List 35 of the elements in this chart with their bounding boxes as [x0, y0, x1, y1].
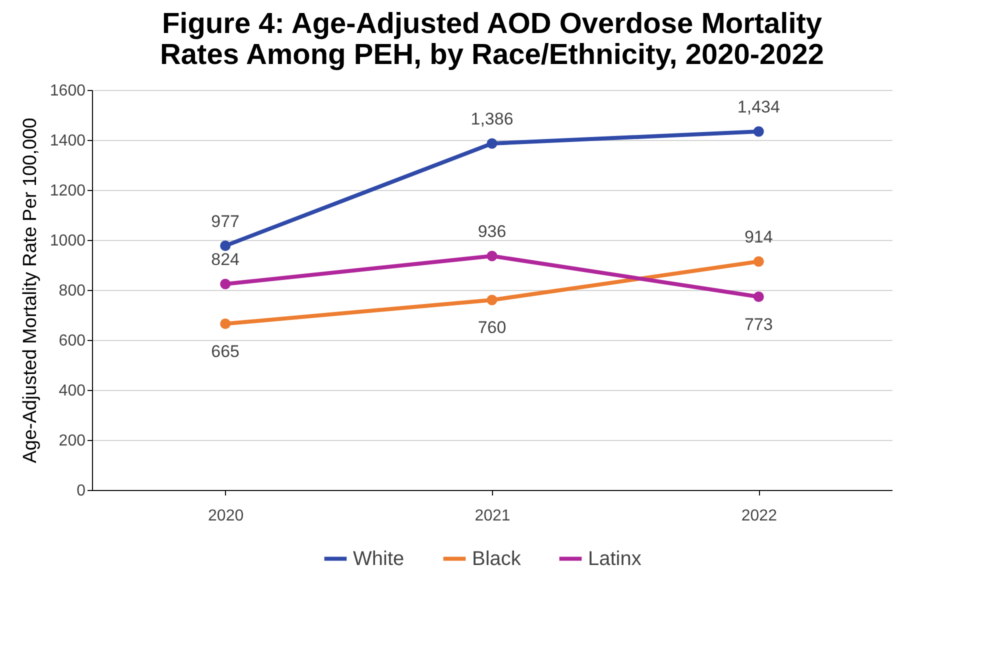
- legend-label: Black: [472, 548, 522, 570]
- y-tick-label: 1200: [50, 182, 86, 200]
- point: [220, 278, 231, 290]
- point: [753, 126, 764, 137]
- data-label: 824: [211, 250, 240, 269]
- point: [220, 318, 231, 329]
- point: [753, 292, 764, 302]
- y-tick-label: 600: [58, 332, 86, 350]
- y-tick-label: 1400: [50, 132, 86, 150]
- data-label: 977: [211, 212, 240, 231]
- data-label: 760: [478, 318, 506, 337]
- point: [753, 256, 764, 267]
- x-tick-label: 2020: [208, 508, 244, 524]
- legend-label: White: [353, 548, 404, 570]
- point: [220, 240, 231, 251]
- y-axis-title: Age-Adjusted Mortality Rate Per 100,000: [20, 118, 41, 464]
- data-label: 665: [211, 342, 240, 361]
- y-tick-label: 400: [58, 382, 86, 400]
- x-tick-label: 2022: [741, 508, 778, 524]
- data-label: 1,386: [470, 110, 514, 128]
- data-label: 773: [744, 314, 773, 334]
- chart-title: Figure 4: Age-Adjusted AOD Overdose Mortality Rates Among PEH, by Race/Ethnicity, 2020-2022: [160, 8, 824, 71]
- y-tick-label: 200: [58, 432, 86, 450]
- point: [486, 250, 498, 262]
- y-tick-label: 1600: [50, 82, 86, 100]
- data-label: 914: [744, 228, 773, 246]
- legend-label: Latinx: [588, 548, 642, 570]
- y-tick-label: 1000: [50, 232, 86, 250]
- y-tick-label: 0: [76, 482, 86, 500]
- point: [486, 138, 498, 149]
- data-label: 1,434: [737, 98, 780, 116]
- point: [486, 294, 498, 306]
- x-tick-label: 2021: [474, 508, 510, 524]
- y-tick-label: 800: [58, 282, 86, 300]
- data-label: 936: [478, 222, 506, 241]
